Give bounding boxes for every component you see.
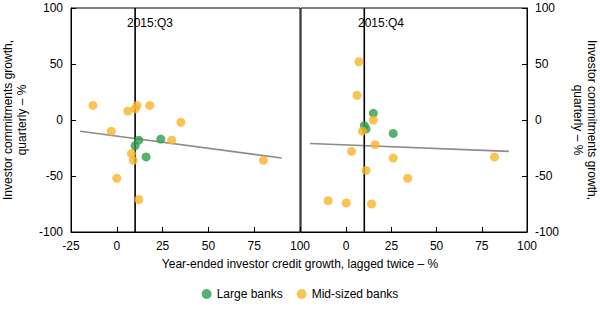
svg-text:50: 50	[202, 239, 216, 253]
svg-text:Year-ended investor credit gro: Year-ended investor credit growth, lagge…	[162, 257, 439, 271]
svg-text:Investor commitments growth,: Investor commitments growth,	[585, 40, 599, 200]
svg-text:Mid-sized banks: Mid-sized banks	[312, 287, 399, 301]
svg-text:-50: -50	[535, 169, 553, 183]
svg-text:2015:Q4: 2015:Q4	[358, 16, 404, 30]
svg-text:0: 0	[113, 239, 120, 253]
svg-text:-25: -25	[62, 239, 80, 253]
svg-text:100: 100	[290, 239, 310, 253]
svg-text:Large banks: Large banks	[217, 287, 283, 301]
svg-text:quarterly – %: quarterly – %	[571, 85, 585, 156]
svg-text:-100: -100	[535, 225, 559, 239]
svg-text:Investor commitments growth,: Investor commitments growth,	[1, 40, 15, 200]
svg-text:25: 25	[385, 239, 399, 253]
svg-text:25: 25	[156, 239, 170, 253]
svg-text:0: 0	[535, 113, 542, 127]
svg-text:100: 100	[517, 239, 537, 253]
svg-text:100: 100	[43, 1, 63, 15]
svg-text:100: 100	[535, 1, 555, 15]
svg-text:quarterly – %: quarterly – %	[15, 84, 29, 155]
svg-text:50: 50	[50, 57, 64, 71]
svg-text:50: 50	[430, 239, 444, 253]
svg-text:75: 75	[248, 239, 262, 253]
svg-text:2015:Q3: 2015:Q3	[127, 16, 173, 30]
svg-text:0: 0	[56, 113, 63, 127]
svg-text:-50: -50	[46, 169, 64, 183]
svg-text:0: 0	[343, 239, 350, 253]
svg-text:75: 75	[475, 239, 489, 253]
svg-text:50: 50	[535, 57, 549, 71]
svg-text:-100: -100	[39, 225, 63, 239]
